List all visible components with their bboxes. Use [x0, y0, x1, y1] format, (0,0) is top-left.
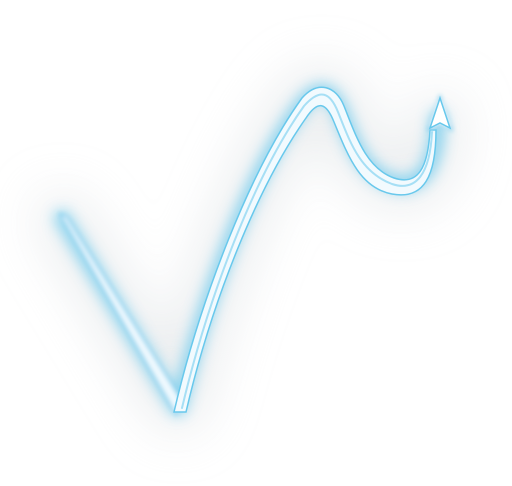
arrow-inner-line [181, 93, 433, 409]
arrow-left-stroke [58, 212, 185, 416]
arrow-core-ribbon [173, 86, 437, 413]
arrow-halo [38, 67, 462, 432]
arrowhead-core [428, 95, 452, 130]
